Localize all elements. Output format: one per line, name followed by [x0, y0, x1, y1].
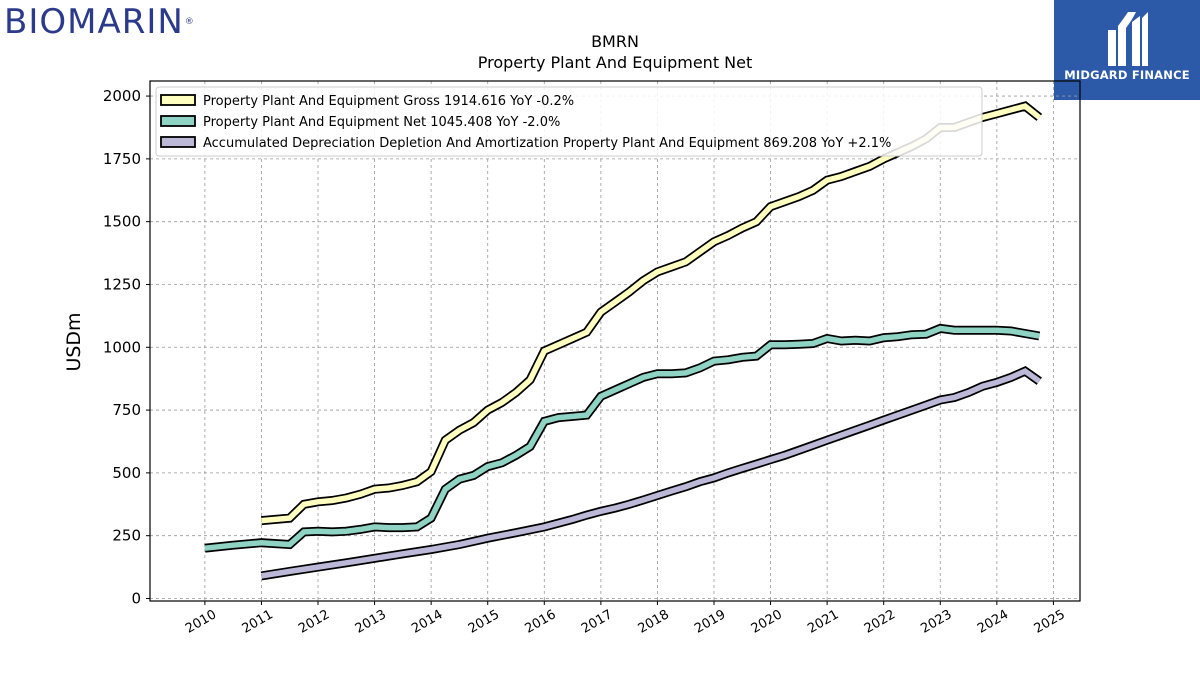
x-tick-label: 2011	[240, 607, 276, 637]
x-tick-label: 2020	[749, 607, 785, 637]
logo-text: BIOMARIN	[4, 2, 184, 42]
legend-box	[155, 86, 983, 157]
x-tick-label: 2014	[409, 607, 445, 637]
y-tick-label: 0	[131, 589, 141, 607]
midgard-finance-badge: MIDGARD FINANCE	[1054, 0, 1200, 100]
x-axis: 2010 2011 2012 2013 2014 2015 2016 2017 2018 2019…	[183, 601, 1068, 637]
legend-swatch-net	[160, 115, 196, 127]
y-tick-label: 1000	[103, 338, 141, 356]
y-tick-label: 1500	[103, 213, 141, 231]
legend: Property Plant And Equipment Gross 1914.…	[155, 86, 983, 157]
series-net-line	[204, 325, 1040, 551]
y-tick-label: 750	[112, 401, 141, 419]
series-accum-outline	[260, 365, 1042, 581]
series-group	[204, 101, 1043, 581]
x-tick-label: 2025	[1032, 607, 1068, 637]
x-tick-label: 2013	[353, 607, 389, 637]
x-tick-label: 2015	[466, 607, 502, 637]
series-gross-outline	[261, 101, 1043, 526]
chart-title: BMRN	[591, 32, 639, 51]
legend-swatch-gross	[160, 94, 196, 106]
y-tick-label: 1250	[103, 275, 141, 293]
series-net-outline	[204, 323, 1041, 553]
midgard-logo-icon	[1108, 12, 1148, 66]
legend-swatch-accum	[160, 136, 196, 148]
badge-text: MIDGARD FINANCE	[1064, 68, 1190, 82]
chart-subtitle: Property Plant And Equipment Net	[478, 53, 753, 72]
y-axis-label: USDm	[63, 312, 85, 371]
x-tick-label: 2012	[296, 607, 332, 637]
y-axis: 0 250 500 750 1000 1250 1500 1750 2000	[103, 87, 150, 607]
series-accum-line	[260, 367, 1041, 579]
biomarin-logo: BIOMARIN®	[4, 2, 195, 42]
x-tick-label: 2018	[636, 607, 672, 637]
legend-label-accum: Accumulated Depreciation Depletion And A…	[203, 136, 891, 151]
legend-label-net: Property Plant And Equipment Net 1045.40…	[203, 115, 560, 130]
x-tick-label: 2010	[183, 607, 219, 637]
x-tick-label: 2024	[975, 607, 1011, 637]
grid	[150, 81, 1080, 601]
x-tick-label: 2016	[522, 607, 558, 637]
x-tick-label: 2017	[579, 607, 615, 637]
x-tick-label: 2019	[692, 607, 728, 637]
x-tick-label: 2023	[918, 607, 954, 637]
y-tick-label: 1750	[103, 150, 141, 168]
x-tick-label: 2022	[862, 607, 898, 637]
x-tick-label: 2021	[805, 607, 841, 637]
series-gross-line	[261, 103, 1042, 524]
y-tick-label: 2000	[103, 87, 141, 105]
y-tick-label: 500	[112, 464, 141, 482]
legend-label-gross: Property Plant And Equipment Gross 1914.…	[203, 94, 574, 109]
plot-frame	[149, 80, 1081, 602]
y-tick-label: 250	[112, 527, 141, 545]
